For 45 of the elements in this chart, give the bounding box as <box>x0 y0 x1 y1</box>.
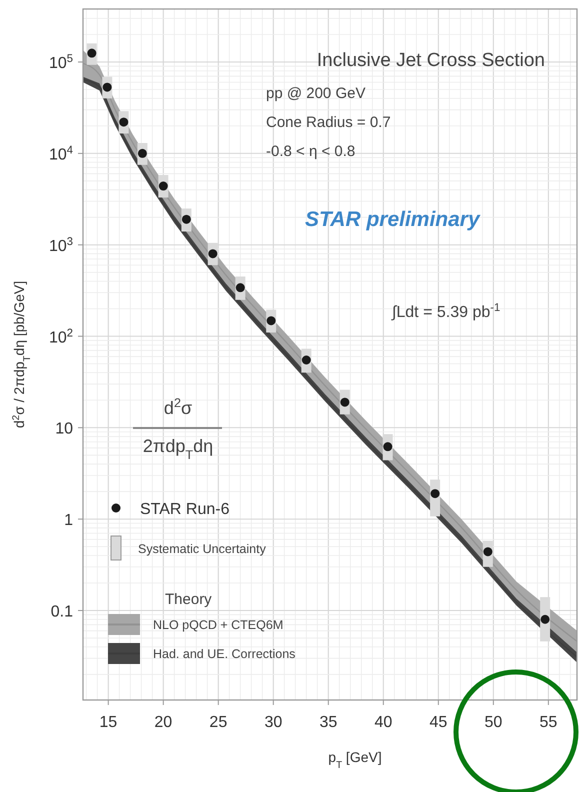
y-tick-label: 10$^{2}$ <box>48 327 73 346</box>
point <box>158 182 168 191</box>
legend-label: NLO pQCD + CTEQ6M <box>153 618 284 632</box>
x-tick-label: 15 <box>99 714 118 731</box>
point <box>383 442 392 452</box>
point <box>182 214 191 224</box>
point <box>102 82 112 92</box>
point <box>430 489 440 498</box>
x-tick-label: 45 <box>429 714 448 731</box>
y-tick-label: 10$^{5}$ <box>48 53 73 72</box>
text: Inclusive Jet Cross Section <box>316 50 545 71</box>
annotation: pp @ 200 GeV <box>266 85 366 102</box>
legend-label: Had. and UE. Corrections <box>153 647 296 661</box>
point <box>119 118 128 127</box>
y-tick-label: 10 <box>55 420 74 438</box>
point <box>236 283 245 292</box>
annotation: Systematic Uncertainty <box>138 542 267 556</box>
legend-title: Theory <box>165 591 212 608</box>
x-tick-label: 25 <box>209 714 228 731</box>
point <box>266 316 276 326</box>
y-tick-label: 10$^{3}$ <box>48 236 73 255</box>
x-tick-label: 40 <box>374 714 392 731</box>
x-tick-label: 50 <box>484 714 502 731</box>
x-axis-title: p$_{T}$ [GeV] <box>328 749 382 770</box>
annotation: ∫Ldt = 5.39 pb$^{-1}$ <box>391 302 500 321</box>
point <box>208 249 218 258</box>
point <box>340 398 350 407</box>
point <box>87 48 96 58</box>
y-tick-label: 0.1 <box>50 604 74 621</box>
x-tick-label: 20 <box>154 714 172 731</box>
y-tick-label: 10$^{4}$ <box>48 144 73 164</box>
annotation: 2πdp$_{T}$dη <box>142 436 214 462</box>
x-tick-label: 35 <box>319 714 338 731</box>
point <box>138 148 147 158</box>
point <box>483 547 492 556</box>
x-tick-label: 55 <box>539 714 558 731</box>
x-tick-label: 30 <box>264 714 282 731</box>
y-tick-label: 1 <box>64 512 74 530</box>
legend-label: STAR Run-6 <box>140 501 230 518</box>
annotation: Cone Radius = 0.7 <box>266 114 391 131</box>
point <box>302 355 311 364</box>
point <box>540 614 550 624</box>
annotation: -0.8 < η < 0.8 <box>266 143 356 160</box>
annotation: STAR preliminary <box>305 208 481 231</box>
annotation: d$^{2}$σ <box>164 396 192 418</box>
